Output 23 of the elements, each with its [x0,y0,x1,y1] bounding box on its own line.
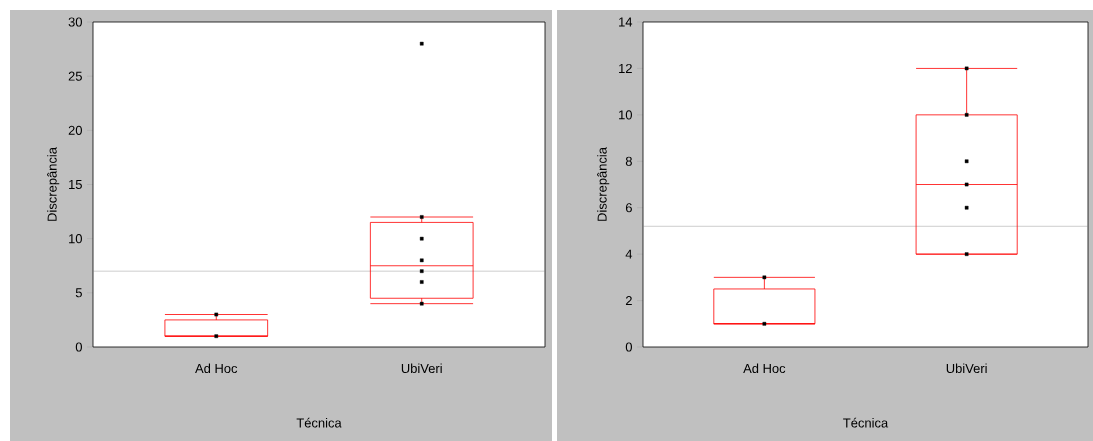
y-tick-label: 25 [68,71,82,81]
x-axis-title: Técnica [843,417,889,428]
y-tick-label: 10 [619,110,632,120]
x-tick-label: Ad Hoc [195,363,238,374]
y-tick-label: 30 [68,17,82,27]
y-axis-title: Discrepância [47,147,60,221]
y-tick-label: 10 [69,234,82,244]
y-tick-label: 8 [625,156,632,166]
y-tick-label: 14 [619,17,633,27]
y-tick-label: 20 [68,125,82,135]
x-tick-label: UbiVeri [401,363,442,374]
y-tick-label: 5 [75,288,82,298]
y-tick-label: 15 [69,179,82,190]
y-tick-label: 0 [625,342,632,352]
y-axis-title: Discrepância [597,147,610,221]
y-tick-label: 4 [625,249,633,259]
y-tick-label: 0 [75,342,82,352]
y-tick-label: 6 [625,203,632,213]
x-tick-label: Ad Hoc [743,363,786,374]
x-axis-title: Técnica [296,417,342,428]
y-tick-label: 2 [625,296,632,306]
x-tick-label: UbiVeri [946,363,987,374]
y-tick-label: 12 [619,63,632,73]
